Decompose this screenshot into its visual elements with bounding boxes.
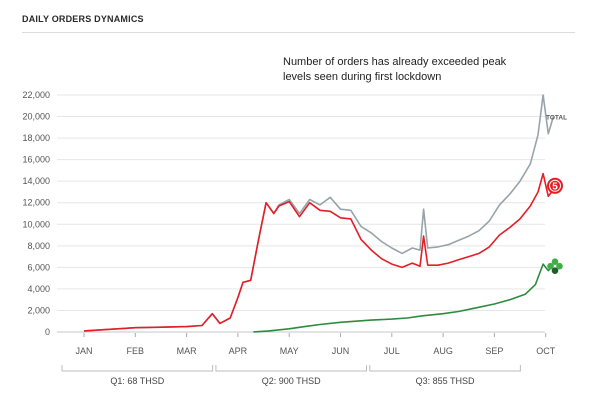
y-tick-label: 20,000 [22, 112, 50, 122]
green-brand-logo-leaf [556, 262, 563, 270]
y-tick-label: 16,000 [22, 155, 50, 165]
quarter-label: Q3: 855 THSD [416, 376, 475, 386]
y-tick-label: 10,000 [22, 219, 50, 229]
y-tick-label: 22,000 [22, 90, 50, 100]
title-divider [22, 32, 575, 33]
chart-title: DAILY ORDERS DYNAMICS [22, 14, 144, 24]
x-tick-label: SEP [485, 346, 503, 356]
x-tick-label: APR [229, 346, 248, 356]
y-tick-label: 0 [45, 327, 50, 337]
x-tick-label: MAY [280, 346, 299, 356]
red-brand-logo-ring [549, 179, 561, 192]
quarter-label: Q2: 900 THSD [262, 376, 321, 386]
series-line-2 [253, 263, 554, 333]
green-brand-logo-leaf [551, 258, 559, 266]
green-brand-logo-leaf [551, 267, 559, 275]
x-tick-label: JUL [384, 346, 400, 356]
y-tick-label: 14,000 [22, 176, 50, 186]
y-tick-label: 8,000 [27, 241, 50, 251]
x-tick-label: JUN [332, 346, 350, 356]
series-line-1 [83, 172, 555, 332]
quarter-label: Q1: 68 THSD [110, 376, 164, 386]
x-axis: JAN FEB MAR APR MAY JUN JUL AUG SEP OCT Q1: 68 THS… [61, 333, 556, 386]
series-label-total: TOTAL [546, 115, 567, 122]
red-brand-logo-glyph: 5 [552, 181, 558, 192]
x-tick-label: OCT [536, 346, 556, 356]
series-line-0 [83, 94, 555, 332]
x-tick-label: MAR [177, 346, 198, 356]
quarter-bracket [215, 365, 367, 372]
series-markers: TOTAL 5 [546, 115, 567, 275]
quarter-bracket [369, 365, 521, 372]
x-tick-label: FEB [127, 346, 145, 356]
chart-annotation: Number of orders has already exceeded pe… [283, 56, 507, 83]
y-tick-label: 18,000 [22, 133, 50, 143]
quarter-bracket [61, 365, 214, 372]
y-tick-label: 2,000 [27, 305, 50, 315]
y-tick-label: 4,000 [27, 284, 50, 294]
series-lines [83, 94, 555, 333]
x-tick-label: AUG [433, 346, 453, 356]
y-tick-label: 6,000 [27, 262, 50, 272]
green-brand-logo-leaf [547, 262, 554, 270]
y-tick-label: 12,000 [22, 198, 50, 208]
x-tick-label: JAN [75, 346, 92, 356]
y-axis: 0 2,000 4,000 6,000 8,000 10,000 12,000 14,000 1… [22, 90, 50, 337]
grid [57, 94, 545, 333]
